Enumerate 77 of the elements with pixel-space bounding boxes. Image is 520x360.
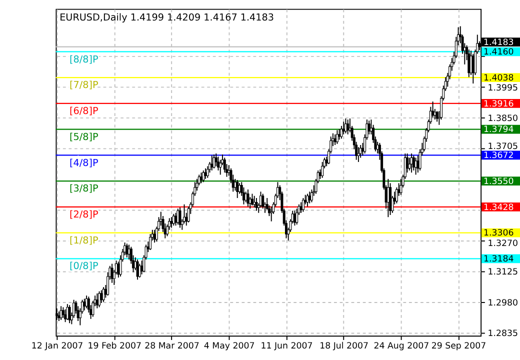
candlestick: [400, 178, 402, 196]
candlestick: [126, 243, 128, 258]
candlestick: [395, 186, 398, 204]
candlestick: [246, 189, 250, 207]
candlestick: [100, 290, 103, 304]
candlestick: [255, 198, 258, 212]
annotation: [7/8]P: [70, 80, 99, 92]
ref-line-label: 1.3794: [483, 125, 514, 136]
annotation: [8/8]P: [70, 54, 99, 66]
candlestick: [172, 213, 175, 226]
candlestick: [206, 166, 209, 178]
candlestick: [187, 206, 190, 223]
candlestick: [66, 304, 69, 320]
candlestick: [389, 182, 392, 216]
candlestick: [214, 153, 218, 167]
candlestick: [60, 306, 62, 320]
candlestick: [310, 189, 313, 203]
candlestick: [138, 263, 141, 278]
ref-line-label: 1.3306: [483, 228, 514, 239]
ref-line-label: 1.3672: [483, 151, 514, 162]
candlestick: [62, 306, 64, 318]
annotation: [3/8]P: [70, 184, 99, 195]
candlestick: [340, 125, 343, 140]
ref-line-label: 1.4160: [483, 48, 514, 58]
candlestick: [149, 234, 152, 250]
candlestick: [270, 206, 273, 222]
candlestick: [238, 182, 241, 194]
candlestick: [202, 170, 205, 183]
candlestick: [359, 144, 362, 158]
y-tick-label: 1.3850: [488, 114, 518, 124]
ref-line-label: 1.3550: [483, 176, 514, 187]
annotation: [2/8]P: [70, 210, 99, 220]
candlestick: [68, 304, 71, 324]
candlestick: [212, 154, 216, 169]
x-tick-label: 19 Feb 2007: [88, 342, 142, 352]
candlestick: [223, 157, 226, 174]
ref-line-label: 1.4038: [483, 73, 514, 84]
x-tick-label: 29 Sep 2007: [431, 342, 486, 352]
candlestick: [336, 130, 338, 144]
candlestick: [408, 157, 411, 171]
annotation: [5/8]P: [70, 132, 99, 143]
x-tick-label: 12 Jan 2007: [31, 342, 84, 352]
candlestick: [204, 168, 207, 180]
candlestick: [468, 49, 470, 78]
ref-line-label: 1.4183: [483, 38, 514, 48]
y-tick-label: 1.3705: [488, 142, 518, 152]
annotation: [0/8]P: [70, 261, 99, 272]
candlestick: [83, 298, 86, 311]
x-tick-label: 24 Aug 2007: [374, 342, 430, 352]
ref-line-label: 1.3184: [483, 254, 514, 265]
x-tick-label: 18 Jul 2007: [320, 342, 369, 352]
annotation: [1/8]P: [70, 235, 99, 246]
candlestick: [178, 207, 182, 228]
annotation: [4/8]P: [70, 158, 99, 169]
candlestick: [98, 290, 101, 308]
x-tick-label: 11 Jun 2007: [260, 342, 313, 352]
candlestick: [296, 208, 298, 226]
candlestick: [338, 128, 341, 140]
y-tick-label: 1.3995: [488, 84, 518, 94]
candlestick: [110, 263, 114, 284]
ref-line-label: 1.3428: [483, 202, 514, 213]
y-tick-label: 1.2980: [488, 298, 518, 308]
candlestick: [306, 193, 309, 207]
y-tick-label: 1.3125: [488, 268, 518, 278]
candlestick: [302, 198, 304, 212]
candlestick: [346, 119, 350, 135]
candlestick: [321, 161, 324, 178]
ref-line-label: 1.3916: [483, 99, 514, 110]
y-tick-label: 1.2835: [488, 329, 518, 340]
chart-title: EURUSD,Daily 1.4199 1.4209 1.4167 1.4183: [60, 12, 274, 24]
candlestick: [136, 259, 139, 280]
x-tick-label: 28 Mar 2007: [144, 342, 200, 352]
x-tick-label: 4 May 2007: [204, 342, 255, 352]
annotation: [6/8]P: [70, 106, 99, 118]
candlestick: [262, 193, 264, 210]
y-tick-label: 1.3270: [488, 238, 518, 249]
candlestick: [170, 216, 173, 228]
